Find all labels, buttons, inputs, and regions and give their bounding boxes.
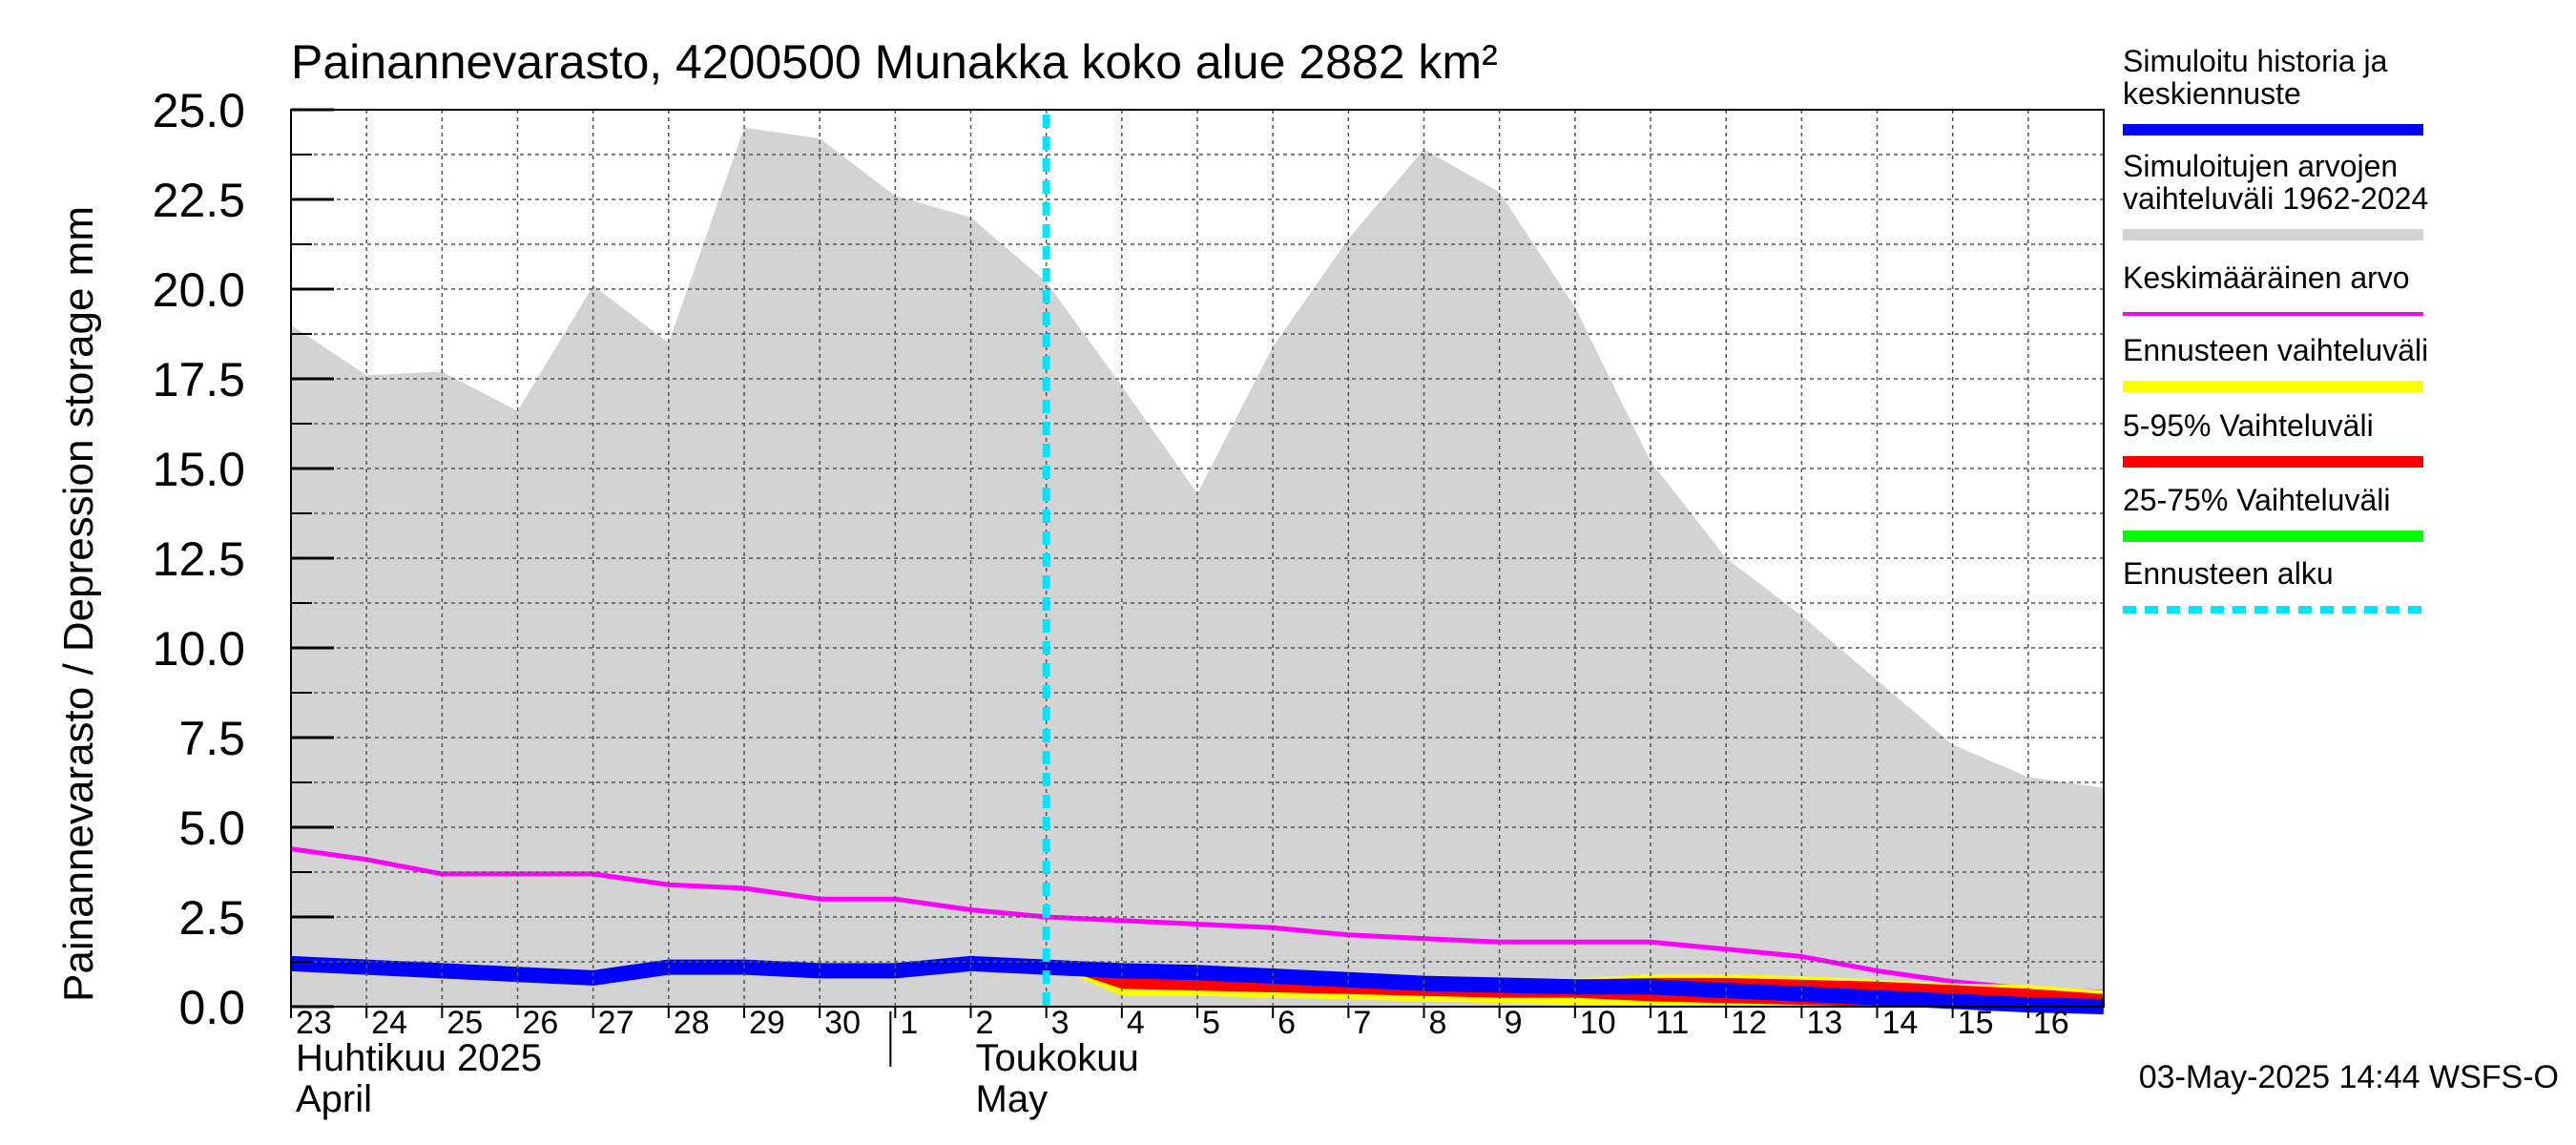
y-tick-label: 15.0: [153, 443, 245, 496]
month-label: Toukokuu: [976, 1037, 1139, 1079]
y-tick-label: 7.5: [178, 712, 245, 765]
y-tick-label: 5.0: [178, 802, 245, 855]
legend-label: Simuloitujen arvojen: [2123, 149, 2398, 183]
x-tick-label: 15: [1958, 1005, 1994, 1041]
month-label: Huhtikuu 2025: [296, 1037, 542, 1079]
x-tick-label: 29: [749, 1005, 785, 1041]
x-tick-label: 27: [598, 1005, 634, 1041]
y-tick-label: 2.5: [178, 891, 245, 945]
chart-title: Painannevarasto, 4200500 Munakka koko al…: [291, 35, 1498, 89]
y-tick-label: 20.0: [153, 263, 245, 317]
x-tick-label: 5: [1202, 1005, 1220, 1041]
x-tick-label: 23: [296, 1005, 332, 1041]
legend-label: Simuloitu historia ja: [2123, 44, 2388, 78]
y-tick-label: 17.5: [153, 353, 245, 406]
x-tick-label: 7: [1353, 1005, 1371, 1041]
legend-label: 25-75% Vaihteluväli: [2123, 483, 2390, 517]
x-tick-label: 3: [1051, 1005, 1070, 1041]
x-tick-label: 30: [824, 1005, 861, 1041]
x-tick-label: 25: [447, 1005, 483, 1041]
legend-label: Ennusteen alku: [2123, 556, 2334, 591]
x-tick-label: 24: [371, 1005, 407, 1041]
legend-label: Keskimääräinen arvo: [2123, 260, 2410, 295]
x-tick-label: 1: [900, 1005, 918, 1041]
y-tick-label: 0.0: [178, 981, 245, 1034]
x-tick-label: 26: [523, 1005, 559, 1041]
legend-label: vaihteluväli 1962-2024: [2123, 181, 2428, 216]
plot-area: [290, 109, 2105, 1014]
y-tick-label: 25.0: [153, 84, 245, 137]
month-label-en: April: [296, 1078, 372, 1120]
x-tick-label: 11: [1655, 1005, 1689, 1041]
x-tick-label: 9: [1505, 1005, 1523, 1041]
timestamp: 03-May-2025 14:44 WSFS-O: [2139, 1059, 2559, 1095]
x-tick-label: 10: [1580, 1005, 1616, 1041]
x-tick-label: 28: [674, 1005, 710, 1041]
x-tick-label: 14: [1882, 1005, 1919, 1041]
month-label-en: May: [976, 1078, 1049, 1120]
y-axis-label: Painannevarasto / Depression storage mm: [55, 206, 102, 1002]
legend-label: 5-95% Vaihteluväli: [2123, 408, 2374, 443]
x-tick-label: 8: [1429, 1005, 1447, 1041]
x-tick-label: 12: [1731, 1005, 1767, 1041]
legend-label: Ennusteen vaihteluväli: [2123, 333, 2428, 367]
x-tick-label: 2: [976, 1005, 994, 1041]
x-tick-label: 13: [1806, 1005, 1842, 1041]
y-tick-label: 22.5: [153, 174, 245, 227]
legend-label: keskiennuste: [2123, 76, 2301, 111]
axes: 0.0 2.5 5.0 7.5 10.0 12.5 15.0 17.5 20.0 22.5 25.0…: [153, 84, 2105, 1120]
x-tick-label: 16: [2033, 1005, 2069, 1041]
x-tick-label: 6: [1278, 1005, 1296, 1041]
x-tick-label: 4: [1127, 1005, 1145, 1041]
y-tick-label: 10.0: [153, 622, 245, 676]
y-tick-label: 12.5: [153, 532, 245, 586]
